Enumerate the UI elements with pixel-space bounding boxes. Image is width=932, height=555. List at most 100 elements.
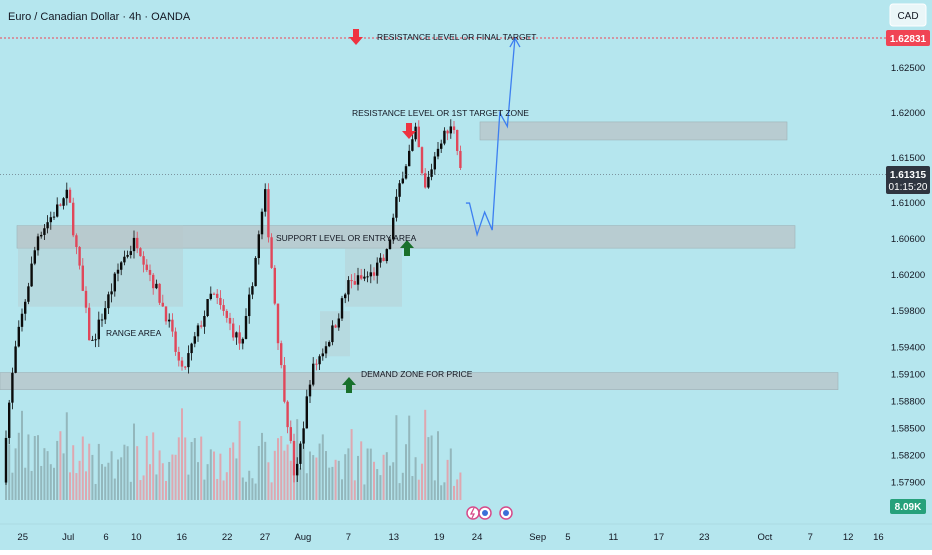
volume-bar: [453, 485, 455, 500]
candle-body: [449, 126, 452, 134]
price-axis-panel[interactable]: [886, 0, 932, 550]
candle-body: [260, 211, 264, 235]
volume-bar: [78, 460, 81, 500]
candle-body: [136, 237, 139, 249]
volume-bar: [17, 432, 20, 500]
volume-bar: [414, 457, 417, 500]
candle-body: [395, 196, 398, 218]
candle-body: [24, 301, 27, 314]
candle-body: [379, 257, 382, 263]
candle-body: [65, 189, 68, 199]
candle-body: [289, 427, 292, 441]
candle-body: [305, 396, 308, 429]
time-tick-label: Aug: [294, 532, 311, 543]
candle-body: [8, 402, 11, 438]
volume-bar: [155, 474, 158, 500]
candle-body: [401, 178, 404, 184]
candle-body: [292, 440, 296, 476]
volume-bar: [309, 451, 311, 500]
time-tick-label: Oct: [757, 532, 772, 543]
volume-bar: [389, 465, 391, 500]
candle-body: [72, 202, 75, 236]
volume-bar: [286, 444, 289, 500]
support-up-arrow-icon: [400, 240, 414, 256]
volume-bar: [46, 451, 49, 500]
volume-bar: [299, 468, 302, 500]
volume-bar: [133, 423, 135, 500]
range-box: [18, 225, 183, 307]
candle-body: [273, 267, 276, 304]
price-tick-label: 1.59400: [891, 342, 925, 353]
volume-bar: [149, 464, 151, 500]
candle-body: [331, 325, 334, 343]
flag-icon: [482, 510, 488, 516]
volume-bar: [312, 455, 315, 500]
volume-bar: [184, 437, 187, 500]
time-tick-label: 7: [346, 532, 351, 543]
price-axis[interactable]: 1.62500 1.62000 1.61500 1.61000 1.60600 1.602…: [891, 63, 925, 489]
candle-body: [308, 384, 312, 397]
candle-body: [276, 303, 280, 344]
volume-bar: [251, 478, 254, 500]
candle-body: [27, 286, 30, 302]
volume-bar: [430, 435, 433, 500]
price-tick-label: 1.58500: [891, 423, 925, 434]
zone-rect: [0, 372, 839, 390]
volume-bar: [417, 479, 420, 500]
candle-body: [372, 272, 376, 276]
candle-body: [209, 293, 212, 300]
candle-body: [452, 126, 456, 130]
time-tick-label: 27: [260, 532, 271, 543]
volume-bar: [222, 480, 225, 500]
volume-bar: [53, 467, 55, 500]
candle-body: [424, 173, 427, 188]
volume-bar: [225, 472, 228, 500]
candle-body: [17, 326, 20, 347]
candle-body: [356, 275, 360, 285]
volume-bar: [267, 462, 270, 500]
volume-bar: [385, 452, 388, 500]
time-tick-label: 22: [222, 532, 233, 543]
volume-bar: [88, 443, 91, 500]
currency-badge[interactable]: CAD: [889, 3, 927, 27]
candle-body: [46, 222, 49, 229]
candle-body: [100, 319, 104, 321]
volume-bar: [369, 448, 372, 500]
volume-bar: [200, 436, 203, 500]
candle-body: [78, 246, 81, 266]
time-tick-label: 11: [608, 532, 618, 543]
time-tick-label: 13: [388, 532, 399, 543]
candle-body: [203, 315, 206, 327]
volume-bar: [209, 449, 212, 500]
candle-body: [369, 272, 372, 277]
volume-bar: [120, 457, 123, 500]
candle-body: [248, 294, 251, 317]
time-axis[interactable]: 25 Jul 6 10 16 22 27 Aug 7 13 19 24 Sep 5 11 17 23 Oct 7 12…: [0, 523, 932, 543]
volume-bar: [245, 481, 247, 500]
volume-bar: [405, 444, 407, 500]
candle-body: [427, 176, 430, 188]
candle-body: [168, 319, 171, 322]
volume-bar: [216, 478, 219, 500]
volume-bar: [321, 434, 324, 500]
event-icons[interactable]: [466, 506, 513, 520]
price-tick-label: 1.62500: [891, 63, 925, 74]
time-tick-label: 6: [103, 532, 108, 543]
candle-body: [257, 234, 260, 259]
volume-bar: [459, 472, 462, 500]
volume-bar: [206, 464, 209, 500]
volume-bar: [350, 429, 353, 500]
price-tick-label: 1.60600: [891, 234, 925, 245]
target-price-tag: 1.62831: [886, 30, 930, 46]
volume-bar: [21, 410, 23, 500]
candle-body: [241, 338, 244, 344]
candle-body: [187, 353, 190, 368]
volume-bar: [91, 454, 94, 500]
volume-bar: [69, 472, 71, 500]
candle-body: [420, 147, 424, 174]
volume-bar: [373, 461, 375, 500]
candle-body: [446, 130, 449, 134]
volume-bar: [104, 466, 107, 500]
candle-body: [436, 148, 440, 157]
